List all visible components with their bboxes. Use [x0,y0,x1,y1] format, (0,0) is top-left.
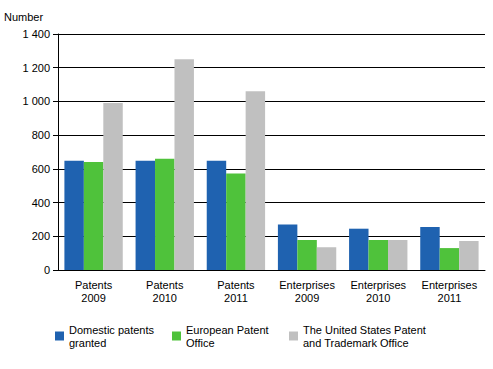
svg-text:1 200: 1 200 [22,62,50,74]
svg-text:0: 0 [44,264,50,276]
svg-text:200: 200 [32,230,50,242]
svg-text:Domestic patents: Domestic patents [69,324,157,336]
svg-text:2009: 2009 [81,292,105,304]
svg-text:Enterprises: Enterprises [422,279,478,291]
svg-text:granted: granted [69,337,106,349]
svg-text:600: 600 [32,163,50,175]
svg-text:Enterprises: Enterprises [279,279,335,291]
svg-text:Office: Office [186,337,215,349]
svg-text:800: 800 [32,129,50,141]
svg-text:Number: Number [4,11,43,23]
svg-text:1 400: 1 400 [22,28,50,40]
svg-text:400: 400 [32,197,50,209]
svg-text:Patents: Patents [146,279,184,291]
svg-text:European Patent: European Patent [186,324,272,336]
svg-text:and Trademark Office: and Trademark Office [303,337,409,349]
svg-text:2010: 2010 [153,292,177,304]
svg-text:1 000: 1 000 [22,95,50,107]
svg-text:Patents: Patents [217,279,255,291]
svg-text:2010: 2010 [366,292,390,304]
svg-text:Enterprises: Enterprises [350,279,406,291]
svg-text:The United States Patent: The United States Patent [303,324,429,336]
svg-text:2009: 2009 [295,292,319,304]
svg-text:Patents: Patents [75,279,113,291]
svg-text:2011: 2011 [438,292,462,304]
svg-text:2011: 2011 [224,292,248,304]
